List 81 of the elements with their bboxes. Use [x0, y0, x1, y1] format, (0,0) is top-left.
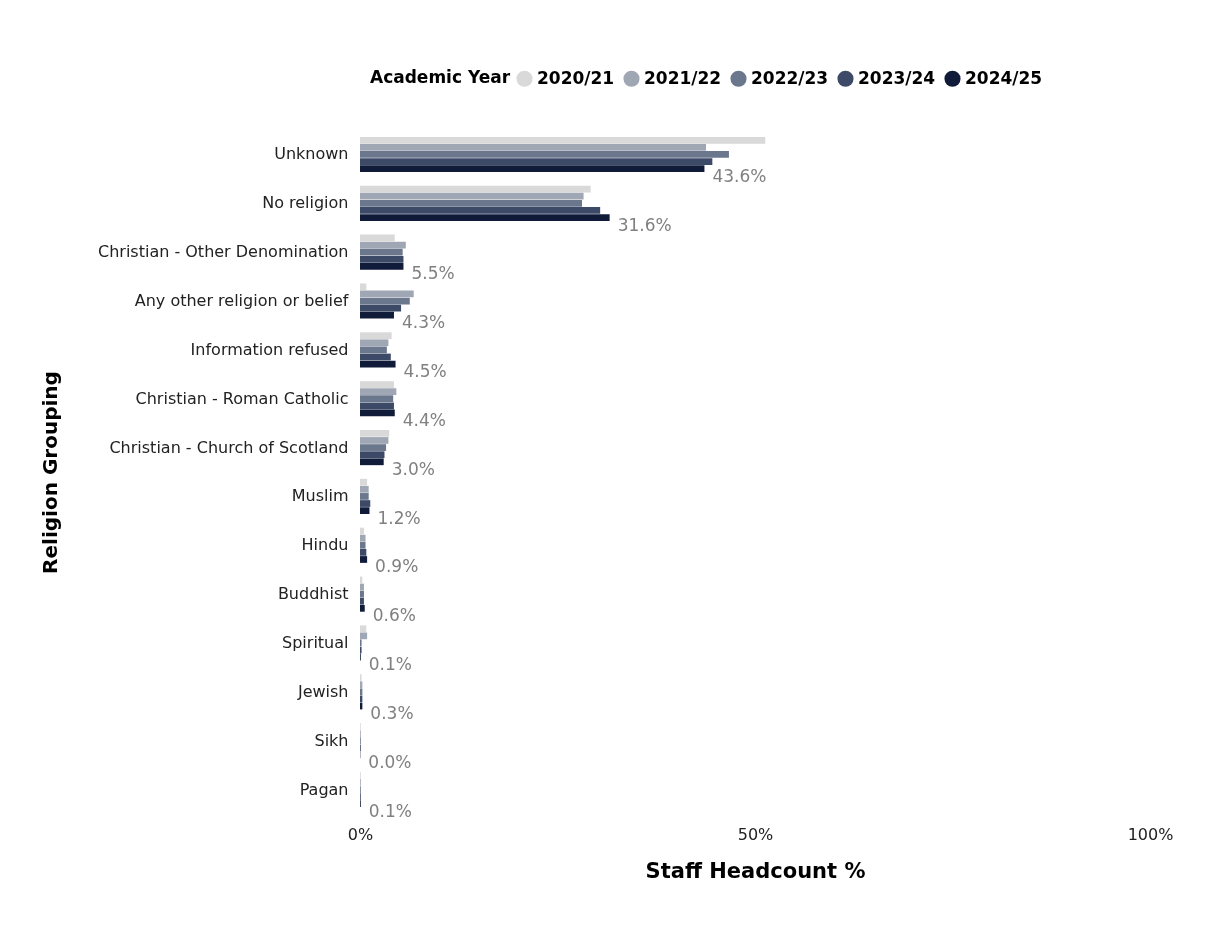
bar: [360, 136, 766, 144]
bar: [360, 339, 389, 347]
data-label: 0.0%: [368, 751, 412, 772]
bar: [360, 451, 385, 459]
bar: [360, 478, 368, 486]
x-tick-label: 50%: [737, 824, 774, 844]
data-label: 4.5%: [403, 361, 447, 382]
data-label: 31.6%: [617, 214, 672, 235]
y-tick-label: Pagan: [299, 779, 349, 799]
y-tick-label: Information refused: [190, 339, 349, 359]
bar: [360, 632, 368, 640]
x-tick-label: 0%: [347, 824, 374, 844]
data-label: 0.6%: [372, 605, 416, 626]
y-tick-label: Buddhist: [277, 584, 349, 604]
bar: [360, 214, 610, 221]
y-tick-label: Christian - Other Denomination: [97, 242, 349, 262]
y-tick-label: Christian - Roman Catholic: [135, 388, 349, 408]
bar: [360, 346, 387, 354]
legend-label: 2024/25: [965, 67, 1043, 88]
bar: [360, 207, 601, 214]
bar: [360, 500, 371, 507]
data-label: 1.2%: [377, 507, 421, 528]
bar: [360, 165, 705, 173]
y-tick-label: Muslim: [291, 486, 349, 506]
bar: [360, 437, 389, 444]
bar: [360, 332, 392, 340]
data-label: 5.5%: [411, 263, 455, 284]
legend-label: 2021/22: [644, 67, 722, 88]
bar: [360, 597, 364, 605]
data-label: 3.0%: [391, 458, 435, 479]
bar: [360, 604, 365, 612]
y-tick-label: Hindu: [301, 535, 349, 555]
bar: [360, 556, 368, 563]
bar: [360, 151, 729, 158]
bar: [360, 541, 366, 549]
bar: [360, 458, 384, 466]
legend-title: Academic Year: [370, 67, 511, 87]
data-label: 0.1%: [368, 654, 412, 675]
y-tick-label: Spiritual: [282, 632, 349, 652]
bar: [360, 395, 394, 403]
y-tick-label: No religion: [262, 193, 349, 213]
y-axis-title: Religion Grouping: [37, 371, 62, 574]
x-axis-title: Staff Headcount %: [645, 858, 866, 883]
legend-label: 2020/21: [537, 67, 615, 88]
bar: [360, 388, 397, 395]
bar: [360, 255, 404, 263]
bar: [360, 158, 713, 165]
x-tick-label: 100%: [1127, 824, 1174, 844]
y-tick-label: Any other religion or belief: [134, 291, 349, 311]
bar: [360, 360, 396, 368]
y-tick-label: Unknown: [274, 144, 349, 164]
bar: [360, 625, 367, 633]
bar: [360, 199, 582, 207]
data-label: 43.6%: [712, 165, 767, 186]
bar: [360, 311, 394, 319]
y-tick-label: Sikh: [314, 730, 349, 750]
data-label: 0.9%: [375, 556, 419, 577]
y-tick-label: Christian - Church of Scotland: [109, 437, 349, 457]
bar: [360, 192, 584, 200]
bar: [360, 493, 369, 500]
bar: [360, 143, 707, 151]
legend-label: 2023/24: [858, 67, 936, 88]
legend-label: 2022/23: [751, 67, 829, 88]
bar: [360, 402, 394, 410]
data-label: 0.1%: [368, 800, 412, 821]
bar: [360, 444, 387, 451]
data-label: 4.3%: [401, 312, 446, 333]
bar: [360, 590, 364, 598]
data-label: 4.4%: [402, 409, 446, 430]
bar: [360, 304, 402, 312]
bar: [360, 381, 394, 388]
data-label: 0.3%: [370, 703, 414, 724]
bar: [360, 429, 390, 437]
bar: [360, 263, 404, 270]
y-tick-label: Jewish: [296, 681, 349, 701]
bar: [360, 248, 403, 256]
bar: [360, 549, 367, 556]
bar: [360, 283, 367, 291]
bar: [360, 507, 370, 515]
bar: [360, 534, 366, 542]
bar: [360, 485, 369, 493]
